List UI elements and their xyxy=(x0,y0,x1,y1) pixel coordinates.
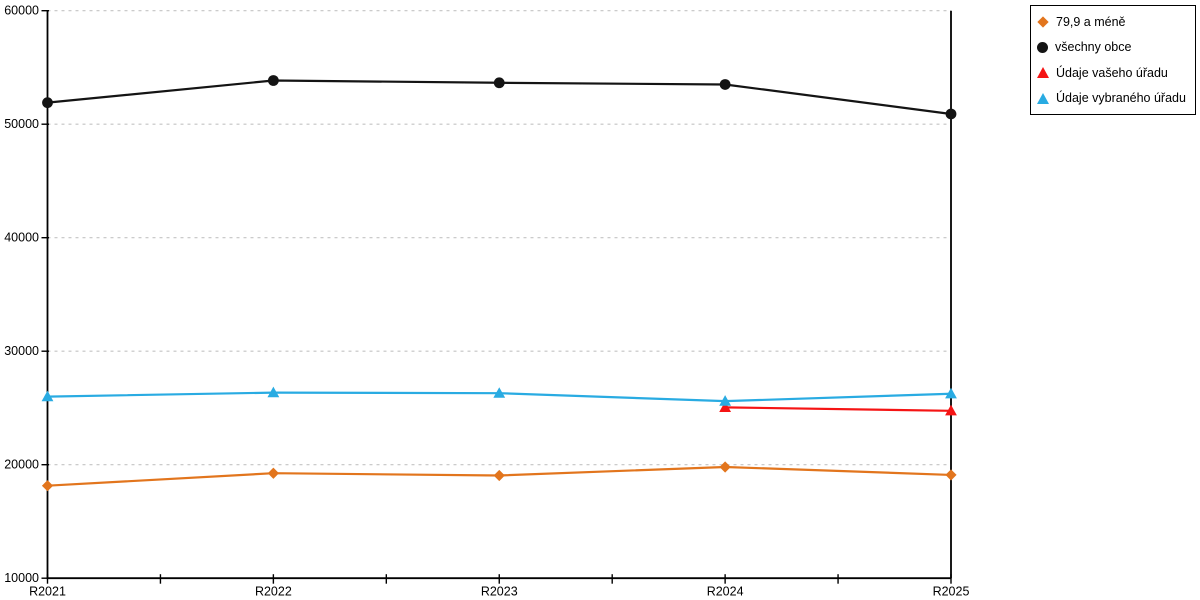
series-3 xyxy=(41,386,957,406)
x-axis-labels: R2021 R2022 R2023 R2024 R2025 xyxy=(29,574,969,599)
y-tick-label: 20000 xyxy=(4,458,39,472)
x-tick-label: R2022 xyxy=(255,585,292,599)
series-1 xyxy=(42,75,957,120)
data-point-circle xyxy=(42,97,53,109)
series-0 xyxy=(41,461,957,492)
y-tick-label: 60000 xyxy=(4,4,39,18)
data-point-diamond xyxy=(41,480,54,492)
legend-item-2[interactable]: Údaje vašeho úřadu xyxy=(1037,66,1189,80)
circle-legend-icon xyxy=(1037,41,1048,53)
legend-label: Údaje vašeho úřadu xyxy=(1056,65,1168,80)
data-point-circle xyxy=(267,75,279,86)
triangle-legend-icon xyxy=(1037,67,1049,79)
y-tick-label: 30000 xyxy=(4,344,39,358)
data-point-diamond xyxy=(267,467,279,479)
legend-item-0[interactable]: 79,9 a méně xyxy=(1037,15,1189,29)
x-tick-label: R2023 xyxy=(481,585,518,599)
triangle-legend-icon xyxy=(1037,92,1049,104)
series-line xyxy=(724,406,953,412)
data-point-diamond xyxy=(719,461,731,473)
x-tick-label: R2025 xyxy=(933,585,970,599)
y-tick-label: 40000 xyxy=(4,231,39,245)
data-point-triangle xyxy=(493,387,506,398)
legend-label: Údaje vybraného úřadu xyxy=(1056,91,1186,106)
x-tick-label: R2024 xyxy=(707,585,744,599)
data-point-triangle xyxy=(945,387,957,399)
legend: 79,9 a méně všechny obce Údaje vašeho úřad… xyxy=(1030,5,1196,115)
legend-item-1[interactable]: všechny obce xyxy=(1037,40,1189,54)
x-tick-label: R2021 xyxy=(29,585,66,599)
y-tick-label: 50000 xyxy=(4,117,39,131)
diamond-legend-icon xyxy=(1037,16,1049,28)
legend-item-3[interactable]: Údaje vybraného úřadu xyxy=(1037,91,1189,105)
data-point-circle xyxy=(719,79,731,90)
data-point-triangle xyxy=(267,386,280,398)
y-tick-label: 10000 xyxy=(4,571,39,585)
data-point-triangle xyxy=(41,390,54,402)
data-point-circle xyxy=(493,77,505,89)
data-point-diamond xyxy=(493,469,505,482)
y-axis-labels: 10000 20000 30000 40000 50000 60000 xyxy=(4,4,49,585)
data-point-diamond xyxy=(945,469,957,481)
series-2 xyxy=(719,401,957,416)
legend-label: 79,9 a méně xyxy=(1056,14,1126,29)
data-point-triangle xyxy=(719,401,732,412)
data-point-triangle xyxy=(945,404,957,416)
data-point-triangle xyxy=(719,395,732,406)
legend-label: všechny obce xyxy=(1055,40,1132,55)
data-point-circle xyxy=(945,108,957,120)
